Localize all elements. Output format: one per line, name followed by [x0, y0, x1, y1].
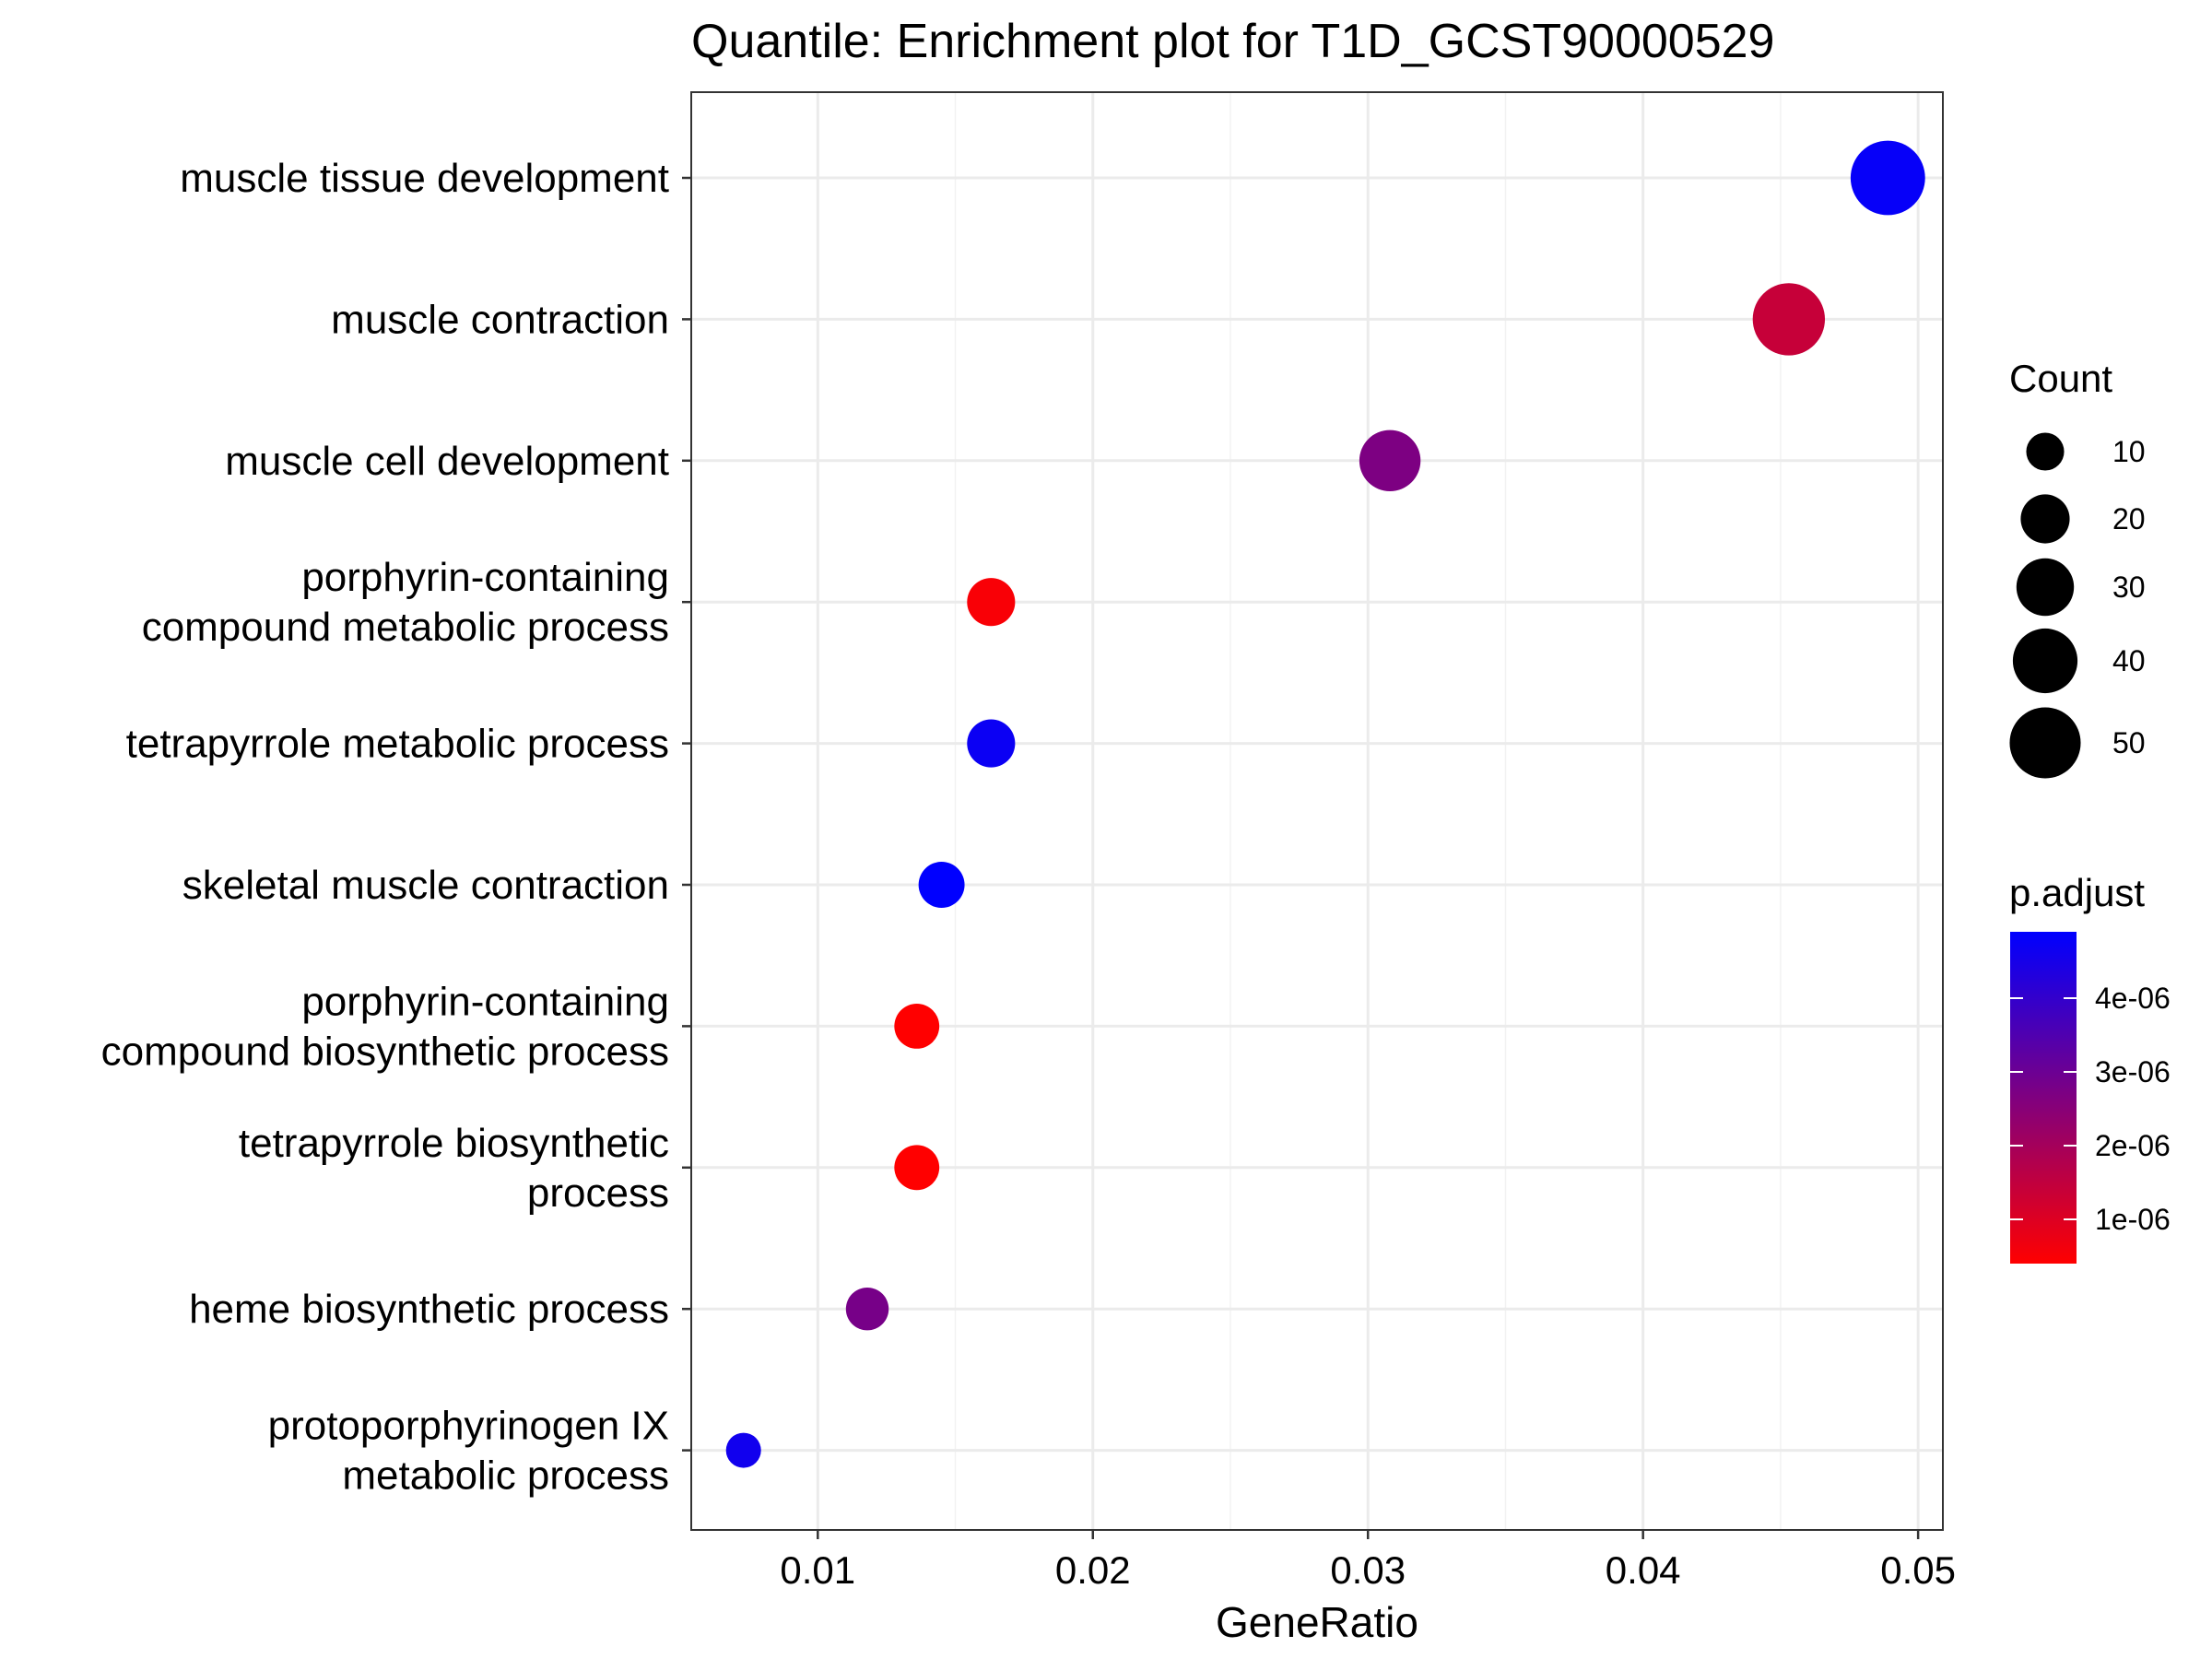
y-tick-label: compound metabolic process — [142, 605, 669, 650]
y-tick-label: protoporphyrinogen IX — [268, 1404, 669, 1449]
size-legend-title: Count — [2009, 357, 2112, 400]
panel-border — [690, 91, 1944, 1531]
size-legend-key — [2020, 494, 2070, 544]
x-axis: 0.01 0.02 0.03 0.04 0.05 — [780, 1530, 1956, 1592]
colorbar-tick-label: 2e-06 — [2095, 1129, 2171, 1162]
size-legend-label: 50 — [2112, 726, 2146, 759]
data-point — [1359, 429, 1421, 492]
colorbar-tick-label: 3e-06 — [2095, 1055, 2171, 1088]
y-tick-label: muscle tissue development — [180, 156, 669, 201]
y-tick-label: porphyrin-containing — [301, 979, 669, 1024]
color-legend-title: p.adjust — [2009, 871, 2145, 914]
y-tick-label: tetrapyrrole metabolic process — [126, 722, 669, 767]
size-legend-label: 20 — [2112, 502, 2146, 535]
size-legend-label: 10 — [2112, 435, 2146, 468]
y-tick-label: porphyrin-containing — [301, 555, 669, 600]
y-tick-label: tetrapyrrole biosynthetic — [239, 1121, 669, 1166]
y-tick-label: muscle cell development — [225, 439, 669, 484]
x-tick-label: 0.05 — [1880, 1548, 1956, 1592]
data-point — [894, 1004, 940, 1049]
size-legend-key — [2009, 707, 2081, 779]
data-point — [918, 862, 965, 908]
y-tick-label: process — [527, 1171, 669, 1216]
color-legend: p.adjust 1e-06 2e-06 3e-06 4e-06 — [2009, 871, 2171, 1264]
panel-background — [691, 92, 1943, 1530]
x-tick-label: 0.02 — [1055, 1548, 1131, 1592]
panel-grid — [691, 92, 1943, 1530]
data-point — [845, 1287, 889, 1331]
x-tick-label: 0.04 — [1606, 1548, 1681, 1592]
y-axis: muscle tissue development muscle contract… — [101, 156, 691, 1499]
y-tick-label: skeletal muscle contraction — [182, 863, 669, 908]
points-layer — [725, 140, 1925, 1468]
x-tick-label: 0.03 — [1330, 1548, 1406, 1592]
colorbar-tick-label: 4e-06 — [2095, 982, 2171, 1015]
data-point — [967, 719, 1016, 768]
data-point — [1850, 140, 1925, 216]
y-tick-label: compound biosynthetic process — [101, 1029, 669, 1074]
size-legend-key — [2012, 628, 2078, 694]
data-point — [1752, 283, 1826, 356]
y-tick-label: metabolic process — [342, 1453, 669, 1499]
y-tick-label: heme biosynthetic process — [189, 1287, 669, 1332]
size-legend-key — [2016, 558, 2075, 617]
size-legend-label: 30 — [2112, 571, 2146, 604]
chart-title: Quantile: Enrichment plot for T1D_GCST90… — [691, 15, 1774, 68]
p-adjust-colorbar — [2010, 932, 2077, 1264]
data-point — [967, 578, 1016, 627]
size-legend: Count 10 20 30 40 50 — [2009, 357, 2146, 779]
size-legend-label: 40 — [2112, 644, 2146, 677]
data-point — [894, 1145, 940, 1191]
x-axis-title: GeneRatio — [1216, 1598, 1418, 1646]
data-point — [725, 1432, 761, 1468]
x-tick-label: 0.01 — [780, 1548, 855, 1592]
colorbar-tick-label: 1e-06 — [2095, 1203, 2171, 1236]
y-tick-label: muscle contraction — [331, 297, 669, 342]
size-legend-key — [2026, 432, 2065, 471]
